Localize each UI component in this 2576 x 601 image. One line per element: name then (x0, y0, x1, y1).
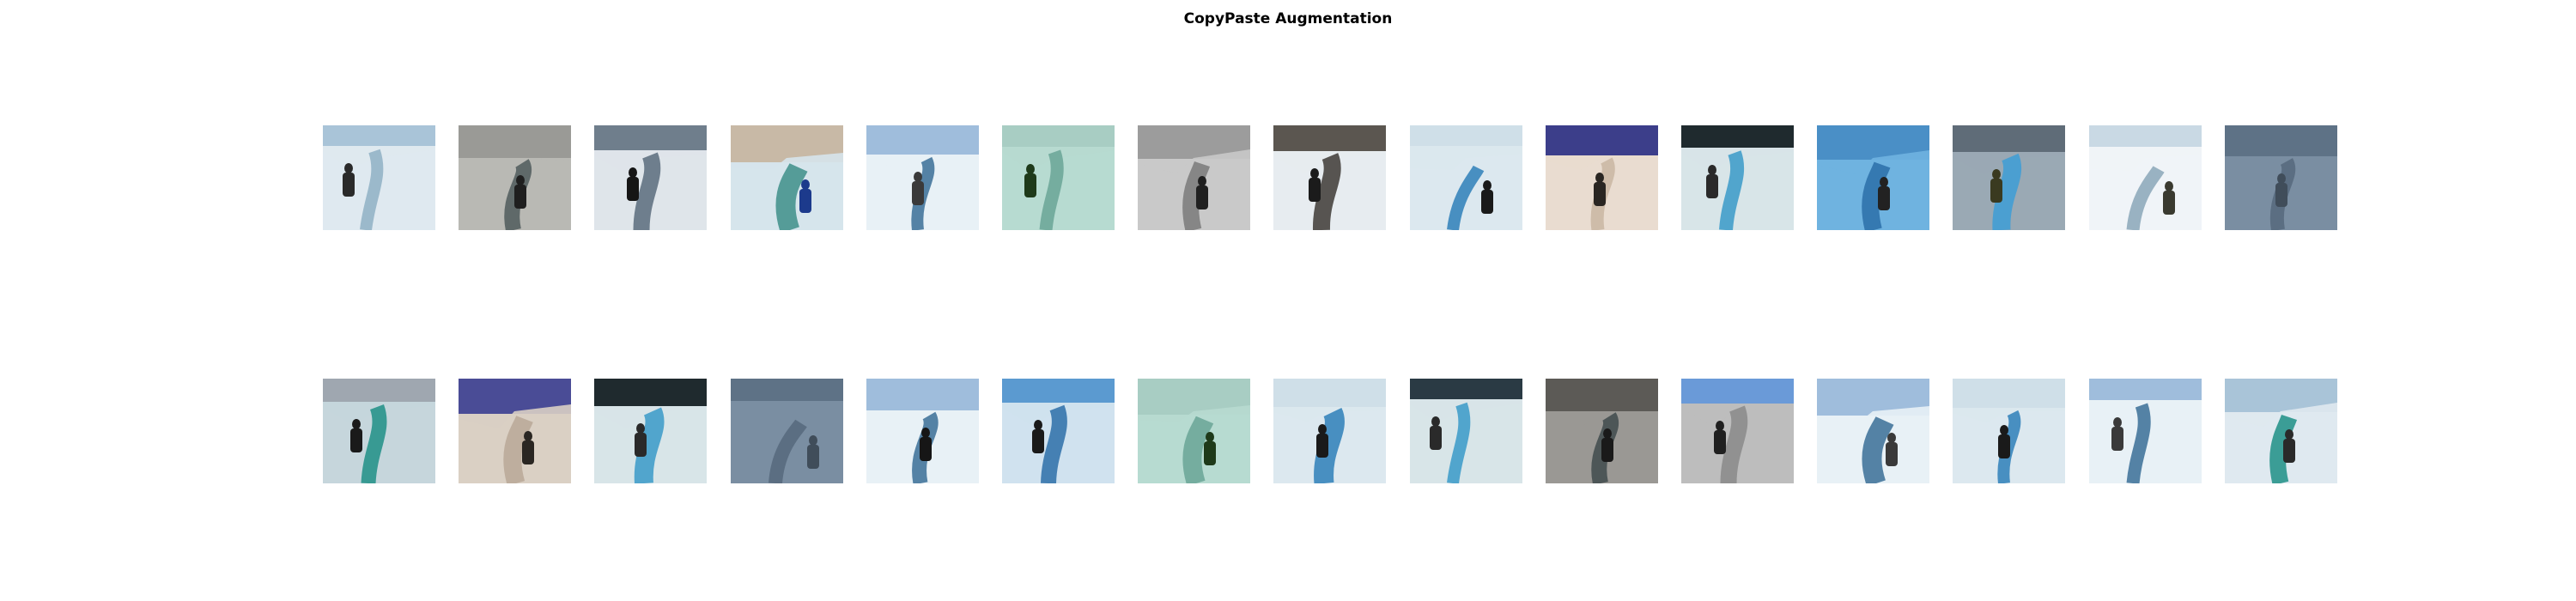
thumbnail-image (1546, 379, 1658, 483)
thumbnail-image (1953, 379, 2065, 483)
thumbnail-image (866, 379, 979, 483)
thumbnail-image (731, 379, 843, 483)
thumbnail-image (459, 125, 571, 230)
image-row-1 (323, 125, 2337, 230)
thumbnail-image (2225, 125, 2337, 230)
thumbnail-image (1681, 125, 1794, 230)
thumbnail-image (2089, 379, 2202, 483)
thumbnail-image (2089, 125, 2202, 230)
thumbnail-image (1002, 125, 1115, 230)
thumbnail-image (1273, 379, 1386, 483)
thumbnail-image (1817, 379, 1929, 483)
thumbnail-image (1138, 125, 1250, 230)
thumbnail-image (2225, 379, 2337, 483)
thumbnail-image (323, 125, 435, 230)
thumbnail-image (323, 379, 435, 483)
thumbnail-image (1138, 379, 1250, 483)
thumbnail-image (866, 125, 979, 230)
thumbnail-image (1953, 125, 2065, 230)
thumbnail-image (1681, 379, 1794, 483)
thumbnail-image (1273, 125, 1386, 230)
thumbnail-image (594, 125, 707, 230)
thumbnail-image (731, 125, 843, 230)
thumbnail-image (594, 379, 707, 483)
image-row-2 (323, 379, 2337, 483)
thumbnail-image (1410, 379, 1522, 483)
thumbnail-image (1410, 125, 1522, 230)
thumbnail-image (459, 379, 571, 483)
thumbnail-image (1002, 379, 1115, 483)
thumbnail-image (1546, 125, 1658, 230)
thumbnail-image (1817, 125, 1929, 230)
figure-title: CopyPaste Augmentation (1183, 10, 1393, 27)
